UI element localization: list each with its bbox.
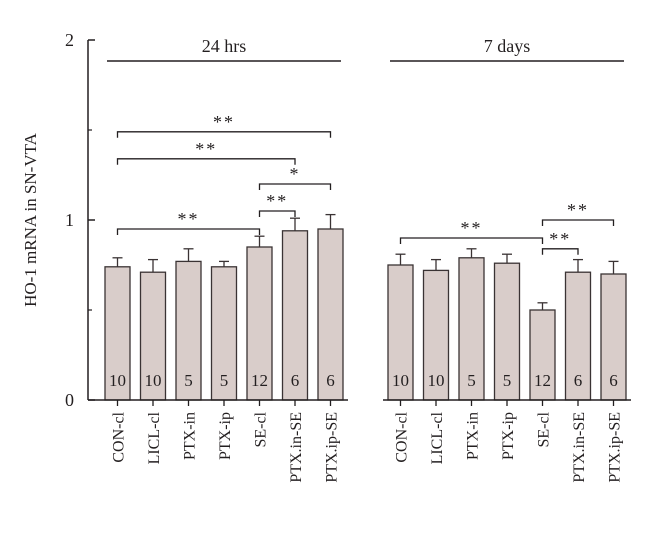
x-tick-label: SE-cl — [536, 411, 553, 447]
significance-bracket — [116, 131, 332, 138]
x-tick-label: CON-cl — [394, 411, 411, 462]
sample-size-label: 12 — [534, 371, 551, 390]
y-tick-label: 0 — [65, 390, 74, 410]
x-tick-label: LICL-cl — [146, 411, 163, 464]
sample-size-label: 10 — [428, 371, 445, 390]
significance-layer: ********* ****** — [116, 112, 615, 255]
bars-layer: 10 10 5 5 12 6 6 10 10 5 5 12 6 6 — [104, 228, 627, 401]
y-tick-label: 2 — [65, 30, 74, 50]
bar — [529, 309, 556, 401]
sample-size-label: 6 — [291, 371, 300, 390]
significance-bracket — [541, 248, 579, 255]
sample-size-label: 10 — [145, 371, 162, 390]
x-tick-label: PTX.ip-SE — [324, 412, 341, 483]
significance-bracket — [541, 219, 615, 226]
x-tick-labels-layer: CON-cl LICL-cl PTX-in PTX-ip SE-cl PTX.in-SE P… — [88, 399, 631, 483]
x-tick-label: PTX-in — [465, 412, 482, 460]
significance-label: ** — [178, 209, 200, 229]
bar — [210, 266, 238, 401]
sample-size-label: 10 — [392, 371, 409, 390]
x-tick-label: PTX.in-SE — [288, 412, 305, 483]
x-tick-label: PTX-ip — [217, 412, 234, 460]
x-tick-label: PTX-in — [182, 412, 199, 460]
sample-size-label: 12 — [251, 371, 268, 390]
bar — [104, 266, 131, 401]
y-axis-label: HO-1 mRNA in SN-VTA — [21, 132, 40, 307]
x-tick-label: PTX-ip — [500, 412, 517, 460]
significance-label: ** — [266, 191, 288, 211]
significance-label: ** — [213, 112, 235, 132]
significance-bracket — [116, 228, 261, 235]
significance-label: ** — [461, 218, 483, 238]
bar — [281, 230, 309, 401]
significance-bracket — [258, 183, 332, 190]
group-label: 7 days — [484, 36, 531, 56]
bar — [493, 262, 521, 401]
x-tick-label: SE-cl — [253, 411, 270, 447]
significance-label: ** — [549, 229, 571, 249]
y-tick-label: 1 — [65, 210, 74, 230]
significance-bracket — [399, 237, 544, 244]
x-tick-label: PTX.ip-SE — [607, 412, 624, 483]
error-bars-layer — [112, 213, 619, 310]
sample-size-label: 5 — [467, 371, 476, 390]
group-labels-layer: 24 hrs 7 days — [107, 36, 624, 62]
x-tick-label: PTX.in-SE — [571, 412, 588, 483]
y-ticks-layer: 0 1 2 — [65, 30, 95, 410]
significance-label: * — [290, 164, 301, 184]
bar — [458, 257, 485, 401]
sample-size-label: 5 — [184, 371, 193, 390]
sample-size-label: 10 — [109, 371, 126, 390]
sample-size-label: 5 — [503, 371, 512, 390]
bar — [139, 271, 167, 401]
significance-label: ** — [567, 200, 589, 220]
sample-size-label: 5 — [220, 371, 229, 390]
significance-bracket — [258, 210, 296, 217]
x-tick-label: CON-cl — [111, 411, 128, 462]
sample-size-label: 6 — [574, 371, 583, 390]
x-tick-label: LICL-cl — [429, 411, 446, 464]
bar — [387, 264, 414, 401]
significance-label: ** — [195, 139, 217, 159]
sample-size-label: 6 — [326, 371, 335, 390]
sample-size-label: 6 — [609, 371, 618, 390]
y-axis: HO-1 mRNA in SN-VTA — [21, 40, 89, 400]
group-label: 24 hrs — [202, 36, 247, 56]
significance-bracket — [116, 158, 296, 165]
